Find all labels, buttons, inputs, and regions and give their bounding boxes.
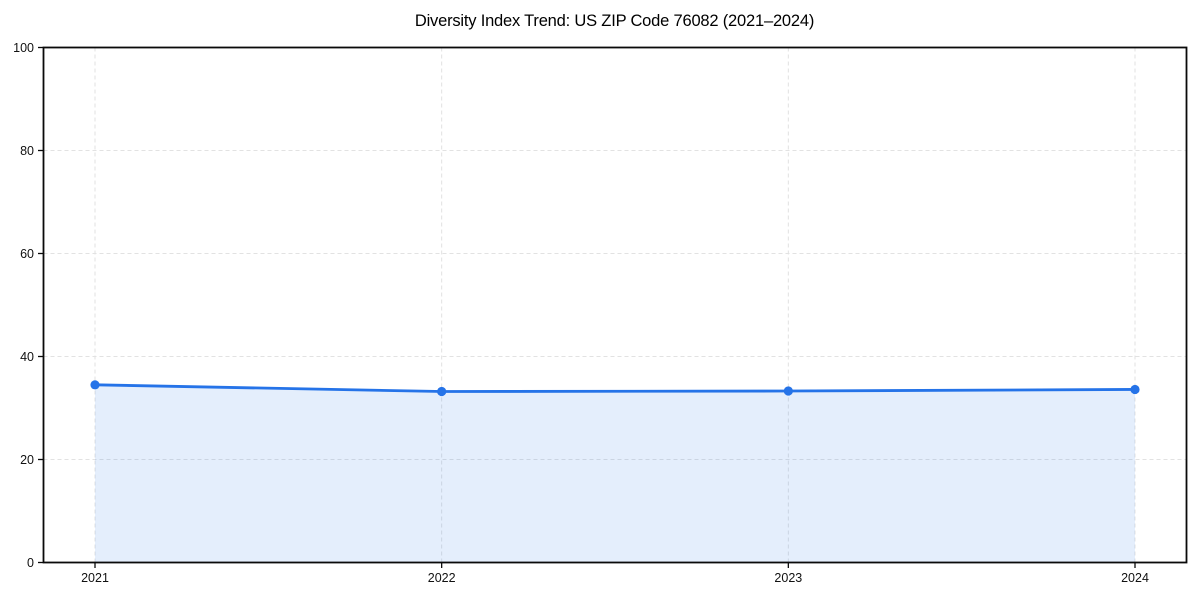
- area-fill: [95, 384, 1135, 563]
- data-point-2024: [1130, 384, 1140, 395]
- y-axis-tick-label: 0: [27, 556, 34, 570]
- chart-title: Diversity Index Trend: US ZIP Code 76082…: [414, 12, 815, 30]
- data-point-2022: [437, 386, 447, 397]
- axis-labels: 0 20 40 60 80 100 2021 2022 2023 2024: [13, 41, 1149, 585]
- data-point-2023: [783, 386, 793, 396]
- x-axis-tick-label: 2023: [774, 571, 802, 585]
- x-axis-tick-label: 2022: [428, 571, 456, 585]
- y-axis-tick-label: 20: [20, 453, 34, 467]
- y-axis-tick-label: 40: [20, 350, 34, 364]
- data-point-2021: [90, 380, 100, 390]
- data-points: [90, 380, 1140, 397]
- x-axis-tick-label: 2024: [1121, 571, 1149, 585]
- y-axis-tick-label: 80: [20, 144, 34, 158]
- axis-ticks: [38, 46, 1136, 568]
- x-axis-tick-label: 2021: [81, 571, 109, 585]
- y-axis-tick-label: 60: [20, 247, 34, 261]
- plot-border: [42, 46, 1188, 564]
- y-axis-tick-label: 100: [13, 41, 34, 55]
- trend-line: [93, 383, 1137, 393]
